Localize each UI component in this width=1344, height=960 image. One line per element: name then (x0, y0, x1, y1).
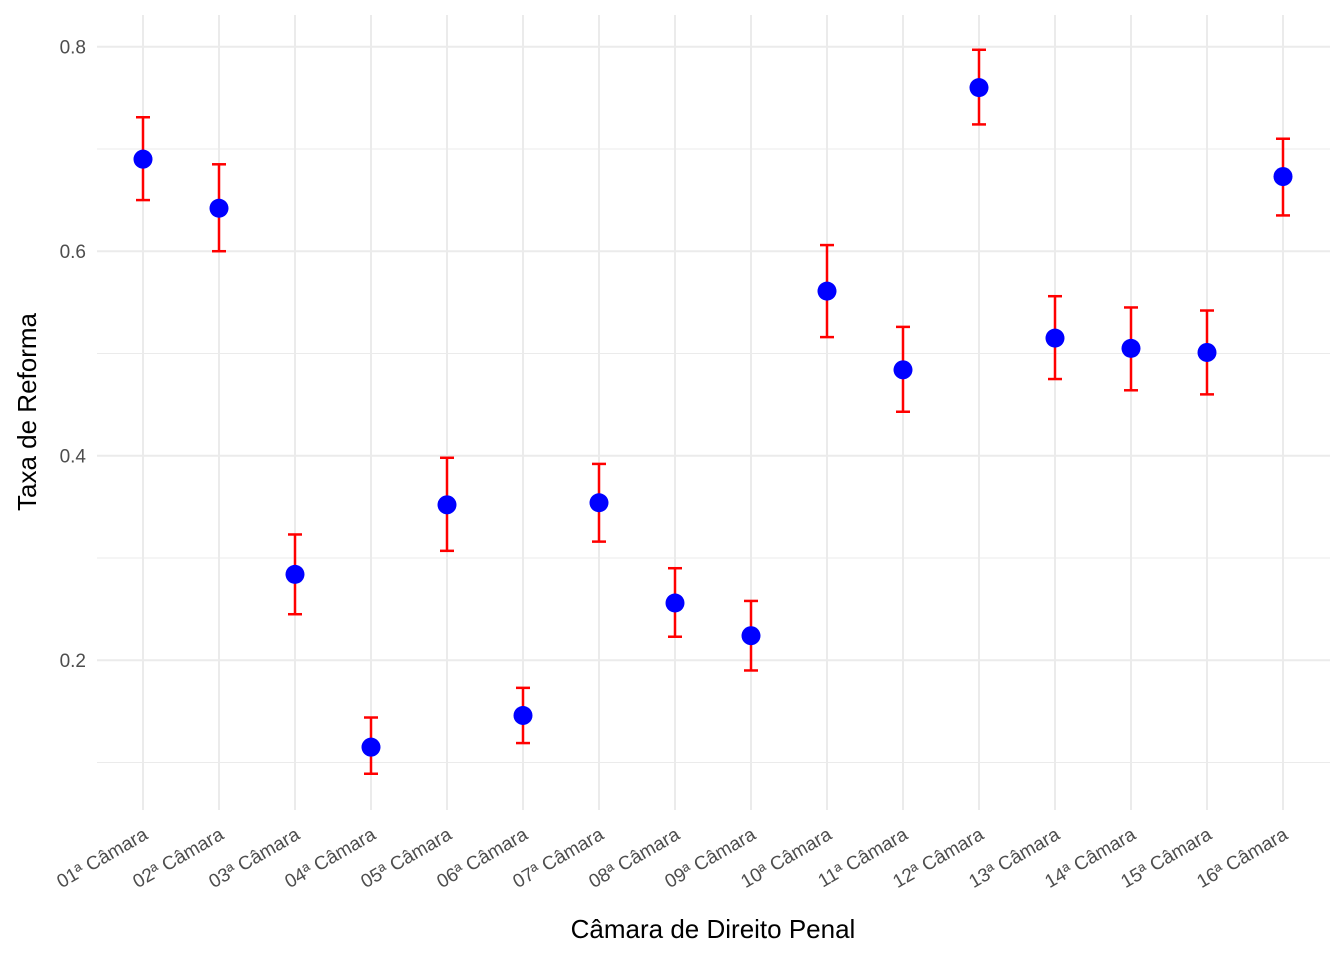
data-point (361, 737, 381, 757)
data-point (969, 78, 989, 98)
data-point (133, 149, 153, 169)
data-marks (133, 48, 1293, 776)
data-point (285, 564, 305, 584)
data-point (1273, 167, 1293, 187)
data-point (741, 626, 761, 646)
x-axis-title: Câmara de Direito Penal (571, 914, 856, 944)
data-point (1045, 328, 1065, 348)
data-point (1197, 342, 1217, 362)
data-point (437, 495, 457, 515)
y-tick-label: 0.6 (60, 242, 86, 263)
y-tick-label: 0.8 (60, 38, 86, 59)
data-point (893, 360, 913, 380)
grid (97, 15, 1330, 810)
y-tick-label: 0.2 (60, 651, 86, 672)
y-axis-ticks: 0.2 0.4 0.6 0.8 (60, 38, 87, 673)
data-point (209, 198, 229, 218)
data-point (513, 705, 533, 725)
data-point (817, 281, 837, 301)
data-point (665, 593, 685, 613)
data-point (589, 493, 609, 513)
y-axis-title: Taxa de Reforma (12, 312, 42, 511)
y-tick-label: 0.4 (60, 447, 87, 468)
data-point (1121, 338, 1141, 358)
